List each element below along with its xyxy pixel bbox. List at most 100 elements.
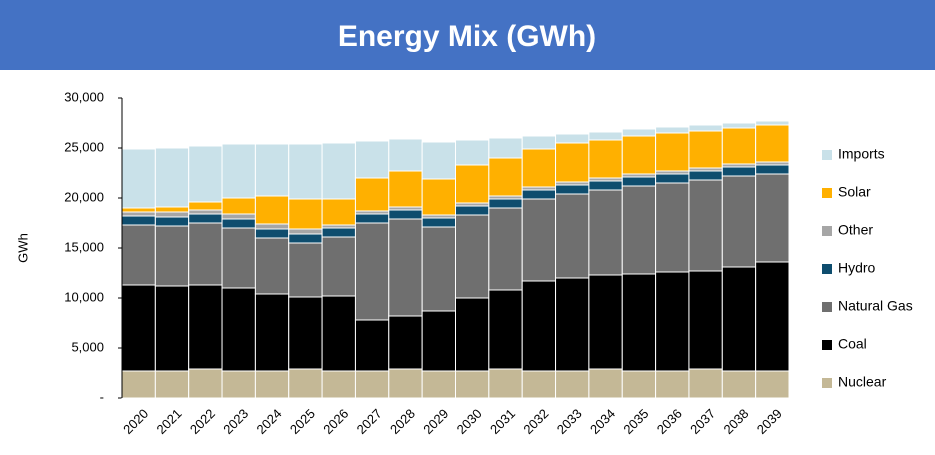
x-tick-label: 2025 [287, 406, 318, 437]
bar-segment [688, 170, 723, 181]
bar-segment [288, 368, 323, 399]
bar-segment [755, 124, 790, 163]
x-tick-label: 2037 [687, 406, 718, 437]
bar-segment [388, 315, 423, 370]
bar-segment [254, 143, 290, 197]
bar-segment [221, 218, 256, 229]
bar-segment [188, 209, 223, 215]
bar-segment [521, 135, 557, 150]
bar-segment [488, 137, 523, 159]
bar-segment [154, 370, 190, 399]
bar-segment [288, 198, 323, 230]
bar-segment [721, 175, 757, 268]
bar-segment [721, 122, 757, 129]
legend-label: Hydro [838, 260, 876, 276]
x-tick-label: 2034 [587, 406, 618, 437]
x-tick-label: 2029 [420, 406, 451, 437]
bar-segment [121, 284, 156, 372]
y-axis-label: GWh [15, 233, 30, 263]
bar-segment [354, 222, 390, 321]
bar-segment [588, 274, 623, 370]
bar-segment [755, 261, 790, 372]
bar-segment [288, 242, 323, 298]
bar-segment [354, 370, 390, 399]
bar-segment [221, 197, 256, 215]
bar-segment [154, 147, 190, 208]
bar-segment [254, 370, 290, 399]
x-tick-label: 2035 [620, 406, 651, 437]
bar-segment [755, 370, 790, 399]
bar-segment [455, 205, 490, 216]
bar-segment [188, 368, 223, 399]
bar-segment [221, 143, 256, 199]
x-tick-label: 2030 [454, 406, 485, 437]
bar-segment [555, 142, 590, 183]
bar-segment [721, 127, 757, 165]
x-tick-label: 2027 [354, 406, 385, 437]
bar-segment [488, 207, 523, 291]
bar-segment [588, 131, 623, 141]
bar-segment [321, 370, 356, 399]
bar-segment [755, 164, 790, 175]
bar-segment [555, 133, 590, 144]
bar-segment [388, 170, 423, 208]
legend-swatch [822, 188, 832, 198]
bar-segment [254, 223, 290, 230]
x-tick-label: 2026 [320, 406, 351, 437]
x-tick-label: 2036 [654, 406, 685, 437]
bar-segment [688, 270, 723, 370]
bar-segment [188, 145, 223, 203]
bar-segment [388, 209, 423, 220]
bar-segment [188, 201, 223, 211]
x-tick-label: 2023 [220, 406, 251, 437]
bar-segment [421, 217, 456, 228]
bar-segment [321, 236, 356, 297]
bar-segment [121, 215, 156, 226]
bar-segment [154, 285, 190, 372]
bar-segment [655, 132, 690, 172]
bar-segment [354, 213, 390, 224]
legend-label: Natural Gas [838, 298, 913, 314]
chart-title: Energy Mix (GWh) [338, 20, 596, 53]
y-tick-label: 10,000 [64, 289, 104, 304]
bar-segment [254, 237, 290, 295]
bar-segment [288, 233, 323, 244]
bar-segment [421, 178, 456, 216]
bar-segment [421, 370, 456, 399]
bar-segment [288, 296, 323, 370]
bar-segment [421, 226, 456, 312]
bar-segment [621, 128, 657, 137]
bar-segment [154, 216, 190, 227]
bar-segment [521, 280, 557, 372]
bar-segment [621, 273, 657, 372]
bar-segment [221, 213, 256, 220]
bar-segment [521, 148, 557, 188]
bar-segment [655, 370, 690, 399]
bar-segment [254, 195, 290, 225]
bar-segment [221, 227, 256, 289]
bar-segment [621, 135, 657, 175]
bar-segment [521, 198, 557, 282]
bar-segment [121, 224, 156, 286]
y-tick-label: 20,000 [64, 189, 104, 204]
bar-segment [354, 319, 390, 372]
bar-segment [188, 284, 223, 370]
bar-segment [121, 211, 156, 217]
bar-segment [655, 173, 690, 184]
bar-segment [488, 198, 523, 209]
bar-segment [321, 295, 356, 372]
legend-label: Imports [838, 146, 885, 162]
legend-swatch [822, 226, 832, 236]
bar-segment [555, 277, 590, 372]
bar-segment [288, 228, 323, 235]
bar-segment [421, 310, 456, 372]
bar-segment [521, 370, 557, 399]
bar-segment [588, 189, 623, 276]
bar-segment [721, 266, 757, 372]
bar-segment [721, 166, 757, 177]
legend-label: Solar [838, 184, 871, 200]
bar-segment [621, 176, 657, 187]
y-tick-label: 15,000 [64, 239, 104, 254]
bar-segment [321, 227, 356, 238]
bar-segment [121, 207, 156, 213]
